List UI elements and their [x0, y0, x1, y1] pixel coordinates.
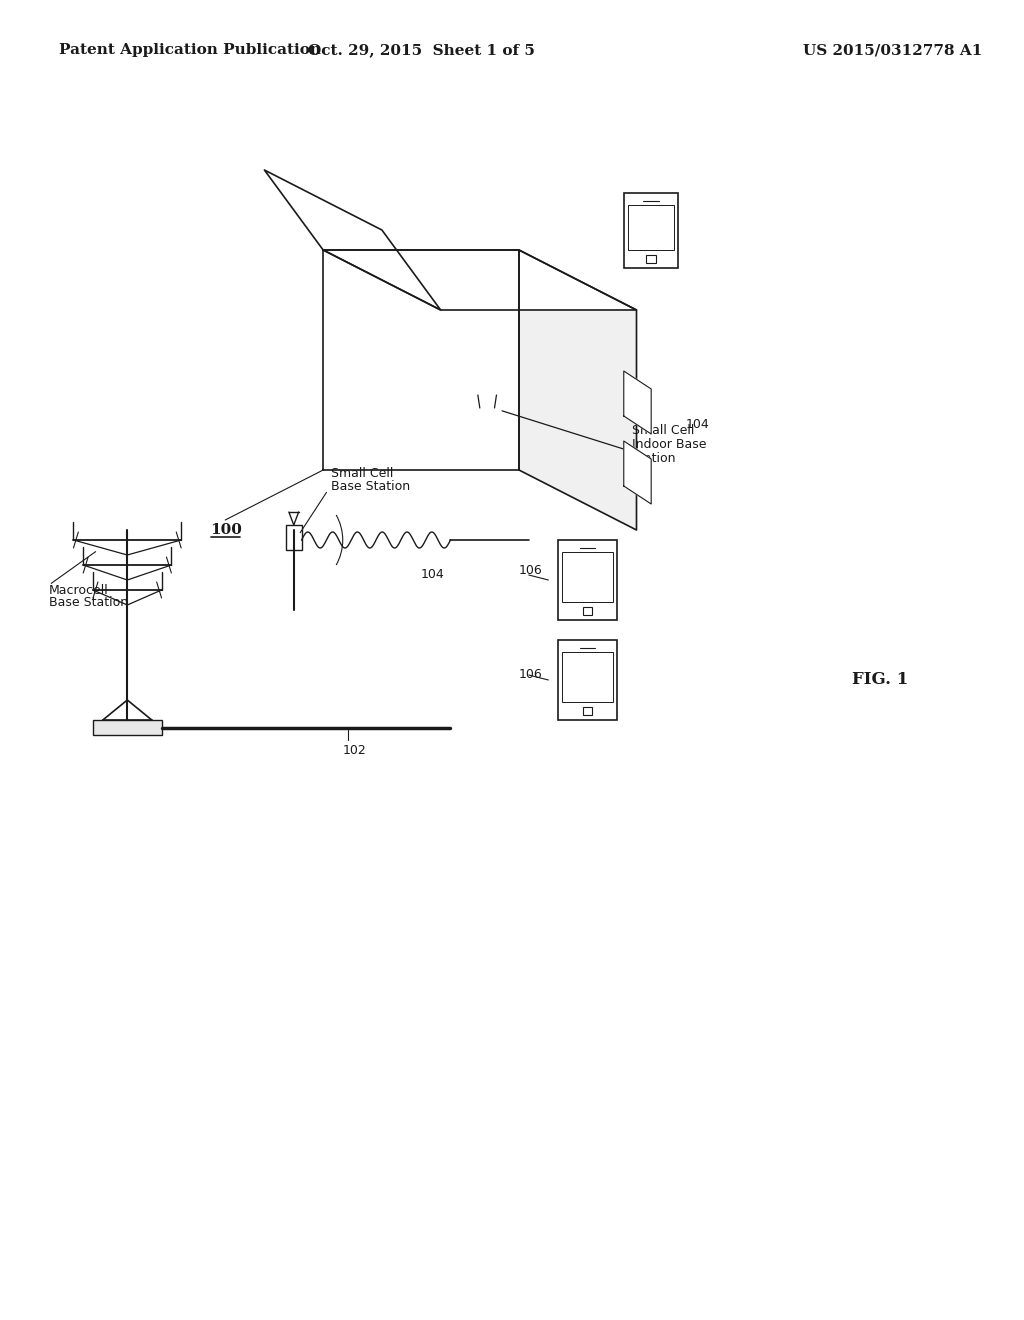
Bar	[343, 335, 382, 380]
Bar	[628, 205, 674, 249]
Polygon shape	[624, 441, 651, 504]
Bar	[470, 408, 504, 430]
Bar	[396, 405, 436, 450]
Bar	[562, 552, 613, 602]
Polygon shape	[324, 249, 519, 470]
Polygon shape	[519, 249, 637, 531]
Text: Base Station: Base Station	[49, 597, 128, 610]
Text: FIG. 1: FIG. 1	[852, 672, 908, 689]
Text: Station: Station	[632, 451, 676, 465]
Bar	[625, 193, 678, 268]
Bar	[558, 640, 616, 719]
Bar	[583, 607, 593, 615]
Bar	[558, 540, 616, 620]
Bar	[562, 652, 613, 702]
Polygon shape	[264, 170, 440, 310]
Text: 100: 100	[211, 523, 243, 537]
Bar	[583, 708, 593, 715]
Polygon shape	[624, 371, 651, 434]
Text: Small Cell: Small Cell	[331, 467, 393, 480]
Bar	[396, 335, 436, 380]
Text: Macrocell: Macrocell	[49, 583, 109, 597]
Text: Patent Application Publication: Patent Application Publication	[58, 44, 321, 57]
Bar	[646, 255, 656, 263]
Text: 104: 104	[685, 418, 710, 432]
Text: Base Station: Base Station	[331, 480, 410, 492]
Text: 104: 104	[421, 569, 444, 582]
Text: Indoor Base: Indoor Base	[632, 437, 707, 450]
Text: US 2015/0312778 A1: US 2015/0312778 A1	[803, 44, 982, 57]
Polygon shape	[324, 249, 637, 310]
Text: Small Cell: Small Cell	[632, 424, 694, 437]
Text: Oct. 29, 2015  Sheet 1 of 5: Oct. 29, 2015 Sheet 1 of 5	[307, 44, 535, 57]
Text: 106: 106	[519, 668, 543, 681]
Bar	[93, 719, 162, 735]
Text: 106: 106	[519, 564, 543, 577]
Text: 102: 102	[343, 743, 367, 756]
Bar	[343, 405, 382, 450]
Bar	[286, 525, 302, 550]
